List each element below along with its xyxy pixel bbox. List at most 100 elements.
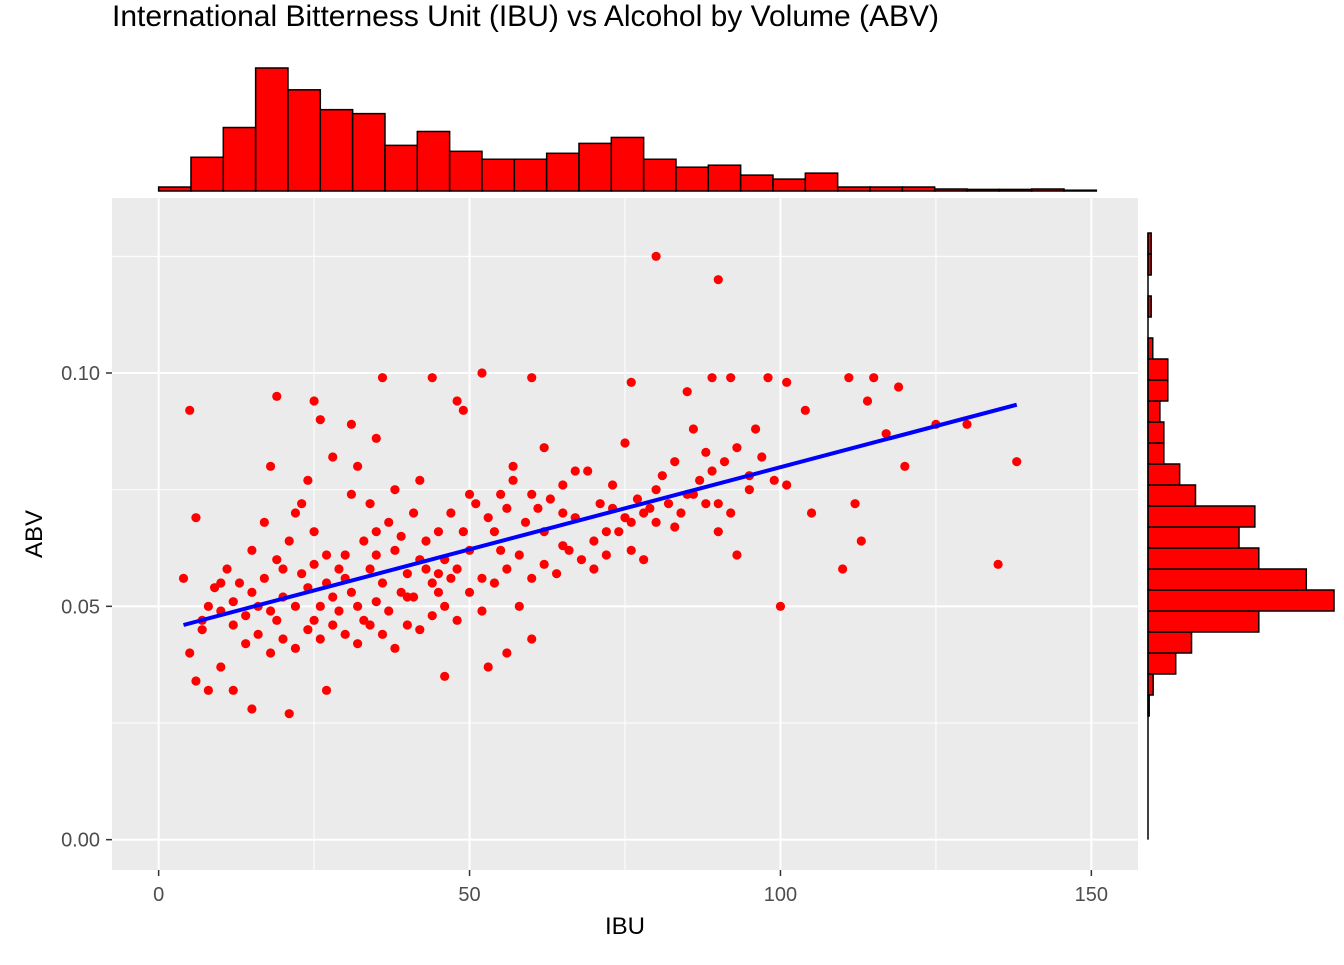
- scatter-point: [241, 639, 251, 649]
- scatter-point: [346, 587, 356, 597]
- scatter-point: [639, 508, 649, 518]
- trend-line-group: [182, 402, 1018, 627]
- scatter-point: [290, 601, 301, 611]
- scatter-point: [763, 373, 773, 383]
- scatter-point: [701, 447, 711, 457]
- right-histogram-bar: [1147, 400, 1161, 423]
- grid-lines: [112, 198, 1138, 870]
- scatter-point: [197, 625, 207, 635]
- scatter-point: [545, 494, 555, 504]
- scatter-point: [377, 578, 388, 588]
- right-histogram-bar: [1147, 547, 1260, 570]
- scatter-point: [626, 517, 636, 527]
- scatter-point: [359, 615, 369, 625]
- right-histogram-bar: [1147, 568, 1308, 591]
- scatter-point: [850, 499, 860, 509]
- scatter-point: [402, 592, 412, 602]
- scatter-point: [353, 601, 363, 611]
- scatter-point: [856, 536, 866, 546]
- scatter-point: [427, 611, 437, 621]
- scatter-point: [508, 461, 518, 471]
- scatter-point: [527, 489, 537, 499]
- top-histogram-bar: [933, 188, 968, 192]
- scatter-point: [477, 368, 487, 378]
- scatter-point: [178, 573, 189, 583]
- scatter-point: [583, 466, 593, 476]
- scatter-point: [707, 373, 717, 383]
- scatter-point: [191, 676, 201, 686]
- scatter-point: [340, 550, 350, 560]
- top-histogram-bar: [739, 174, 774, 192]
- scatter-point: [464, 587, 475, 597]
- scatter-point: [247, 545, 257, 555]
- scatter-point: [440, 601, 450, 611]
- scatter-point: [806, 508, 817, 518]
- scatter-point: [514, 550, 524, 560]
- scatter-point: [297, 499, 307, 509]
- scatter-point: [297, 569, 307, 579]
- scatter-point: [632, 494, 643, 504]
- right-histogram-bar: [1147, 652, 1177, 675]
- scatter-point: [185, 405, 195, 415]
- right-histogram-bar: [1147, 358, 1169, 381]
- scatter-point: [993, 559, 1003, 569]
- scatter-point: [315, 634, 325, 644]
- scatter-point: [353, 461, 363, 471]
- scatter-point: [502, 503, 512, 513]
- scatter-point: [651, 251, 661, 261]
- scatter-point: [203, 601, 213, 611]
- top-histogram-bar: [1063, 189, 1098, 192]
- scatter-point: [663, 499, 674, 509]
- scatter-point: [682, 387, 692, 397]
- scatter-point: [309, 396, 319, 406]
- scatter-point: [838, 564, 848, 574]
- scatter-point: [390, 545, 400, 555]
- scatter-point: [458, 527, 468, 537]
- scatter-point: [390, 643, 400, 653]
- scatter-point: [601, 550, 611, 560]
- scatter-point: [365, 499, 375, 509]
- scatter-point: [216, 578, 226, 588]
- scatter-point: [713, 499, 723, 509]
- scatter-point: [496, 545, 506, 555]
- top-histogram-bar: [804, 172, 839, 192]
- right-histogram-bar: [1147, 589, 1335, 612]
- scatter-point: [433, 587, 444, 597]
- scatter-point: [371, 527, 381, 537]
- scatter-point: [402, 569, 412, 579]
- scatter-point: [377, 373, 388, 383]
- top-histogram-bar: [610, 136, 645, 192]
- scatter-point: [433, 527, 444, 537]
- scatter-point: [321, 685, 332, 695]
- x-axis: 0 50 100 150: [153, 870, 1108, 906]
- top-histogram-bar: [190, 156, 225, 192]
- scatter-point: [427, 373, 437, 383]
- scatter-point: [676, 508, 686, 518]
- scatter-point: [396, 531, 406, 541]
- top-histogram-bar: [998, 188, 1033, 192]
- scatter-point: [719, 457, 730, 467]
- scatter-point: [408, 508, 419, 518]
- scatter-point: [707, 466, 717, 476]
- top-histogram-bar: [254, 67, 289, 192]
- scatter-point: [782, 377, 792, 387]
- scatter-point: [695, 475, 705, 485]
- scatter-point: [346, 489, 356, 499]
- scatter-point: [558, 480, 568, 490]
- top-histogram-bar: [448, 150, 483, 192]
- top-histogram-bar: [642, 158, 677, 192]
- scatter-point: [782, 480, 792, 490]
- scatter-point: [452, 564, 462, 574]
- scatter-point: [371, 433, 381, 443]
- scatter-point: [520, 517, 531, 527]
- scatter-point: [415, 475, 425, 485]
- y-axis-label: ABV: [21, 510, 48, 558]
- top-histogram-bar: [222, 126, 257, 192]
- right-histogram-bar: [1147, 526, 1240, 549]
- scatter-point: [440, 671, 450, 681]
- scatter-point: [489, 527, 500, 537]
- scatter-point: [353, 639, 363, 649]
- scatter-point: [775, 601, 786, 611]
